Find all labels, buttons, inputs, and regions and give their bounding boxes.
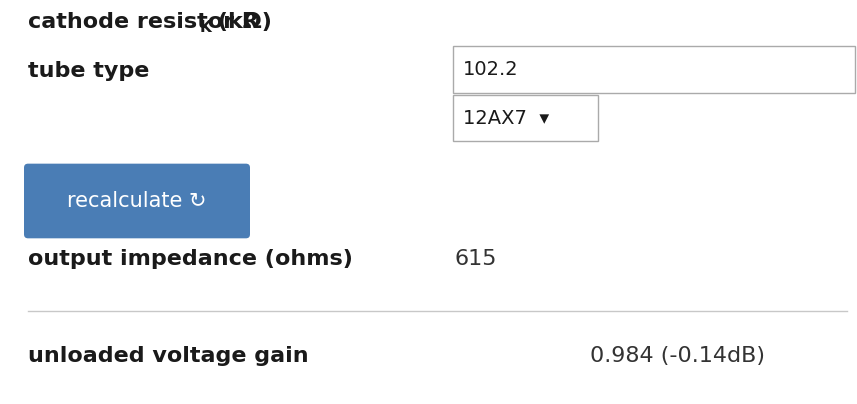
Text: 12AX7  ▾: 12AX7 ▾ <box>463 109 549 128</box>
Text: output impedance (ohms): output impedance (ohms) <box>28 248 353 269</box>
Text: cathode resistor R: cathode resistor R <box>28 12 259 32</box>
Text: (kΩ): (kΩ) <box>210 12 272 32</box>
Text: tube type: tube type <box>28 61 149 81</box>
Text: 102.2: 102.2 <box>463 60 518 79</box>
FancyBboxPatch shape <box>24 164 250 238</box>
Text: unloaded voltage gain: unloaded voltage gain <box>28 345 309 366</box>
Text: 615: 615 <box>455 248 498 269</box>
FancyBboxPatch shape <box>453 46 855 93</box>
Text: recalculate ↻: recalculate ↻ <box>67 191 207 211</box>
Text: 0.984 (-0.14dB): 0.984 (-0.14dB) <box>590 345 765 366</box>
FancyBboxPatch shape <box>453 95 598 141</box>
Text: K: K <box>200 20 212 35</box>
